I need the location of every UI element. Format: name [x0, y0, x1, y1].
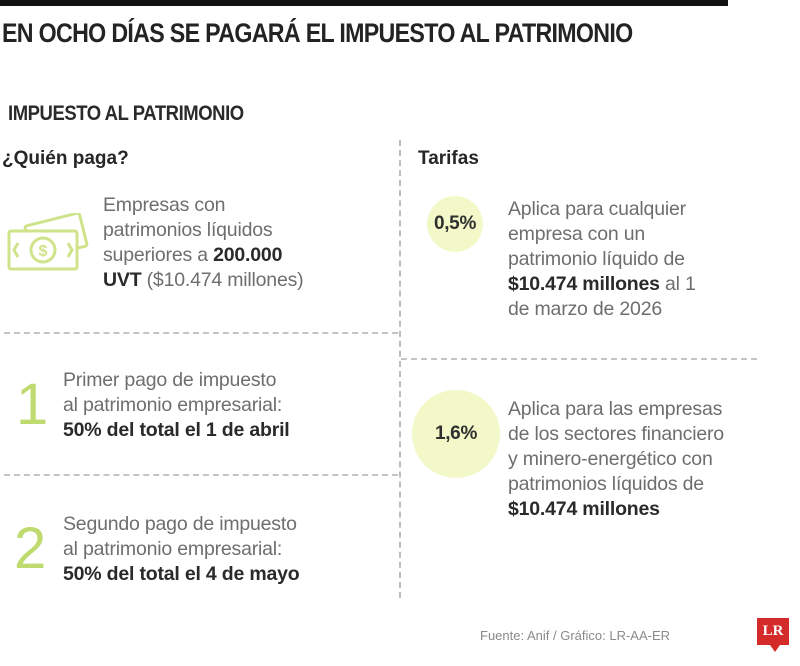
rate-1-text: Aplica para cualquier empresa con un pat… [508, 198, 696, 320]
payment-2-text: Segundo pago de impuesto al patrimonio e… [63, 513, 300, 585]
who-pays-text: Empresas con patrimonios líquidos superi… [103, 194, 304, 291]
section-title: IMPUESTO AL PATRIMONIO [8, 102, 244, 125]
divider-left-2 [4, 474, 398, 476]
rate-2-value: 1,6% [434, 423, 478, 444]
rate-2-text: Aplica para las empresas de los sectores… [508, 398, 724, 520]
svg-text:$: $ [39, 243, 48, 260]
lr-logo: LR [757, 618, 789, 645]
rate-1-value: 0,5% [433, 213, 477, 234]
divider-left-1 [4, 332, 398, 334]
payment-1-number: 1 [16, 372, 49, 437]
headline: EN OCHO DÍAS SE PAGARÁ EL IMPUESTO AL PA… [2, 18, 633, 48]
source-credit: Fuente: Anif / Gráfico: LR-AA-ER [480, 628, 671, 643]
who-pays-heading: ¿Quién paga? [2, 148, 129, 169]
divider-right-1 [401, 358, 757, 360]
rates-heading: Tarifas [418, 148, 479, 169]
column-divider [399, 140, 401, 598]
payment-2-number: 2 [14, 516, 47, 581]
rate-2-badge: 1,6% [412, 390, 500, 478]
rate-1-badge: 0,5% [427, 196, 483, 252]
top-rule [0, 0, 728, 6]
lr-logo-tail [770, 645, 780, 652]
payment-1-text: Primer pago de impuesto al patrimonio em… [63, 369, 290, 441]
money-bill-icon: $ [6, 211, 96, 277]
